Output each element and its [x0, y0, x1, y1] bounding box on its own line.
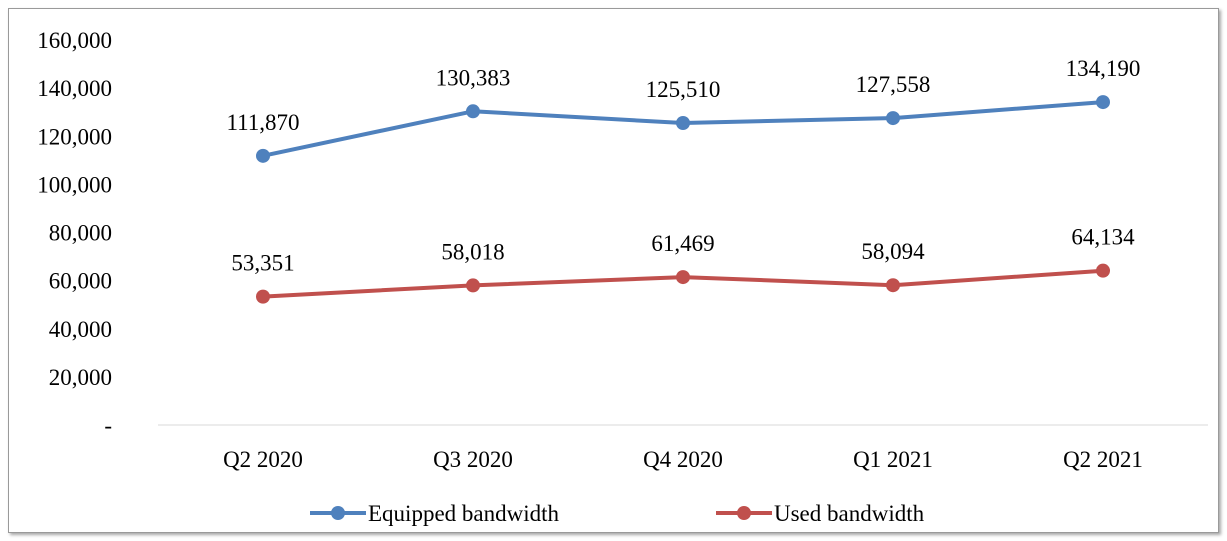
- y-tick-label: 160,000: [37, 28, 112, 53]
- legend-item: Equipped bandwidth: [310, 501, 559, 526]
- data-point: [1096, 95, 1110, 110]
- data-label: 61,469: [651, 231, 714, 256]
- data-point: [676, 270, 690, 285]
- legend-label: Equipped bandwidth: [368, 501, 559, 526]
- data-point: [466, 278, 480, 293]
- legend-swatch-marker: [331, 506, 345, 520]
- data-point: [886, 278, 900, 293]
- y-tick-label: 100,000: [37, 172, 112, 197]
- series-1: 53,351 58,018 61,469 58,094 64,134: [231, 225, 1135, 304]
- y-tick-label: 80,000: [49, 221, 112, 246]
- data-point: [466, 104, 480, 119]
- x-axis: Q2 2020 Q3 2020 Q4 2020 Q1 2021 Q2 2021: [223, 447, 1143, 472]
- legend-label: Used bandwidth: [774, 501, 925, 526]
- y-tick-label: 40,000: [49, 317, 112, 342]
- y-tick-label: 60,000: [49, 269, 112, 294]
- y-tick-label: -: [104, 413, 112, 438]
- x-tick-label: Q4 2020: [643, 447, 723, 472]
- data-point: [1096, 263, 1110, 278]
- data-label: 130,383: [436, 65, 511, 90]
- data-label: 58,018: [441, 239, 504, 264]
- data-label: 111,870: [226, 110, 299, 135]
- legend-swatch-marker: [737, 506, 751, 520]
- data-label: 53,351: [231, 251, 294, 276]
- y-tick-label: 20,000: [49, 365, 112, 390]
- chart-frame: [8, 8, 1219, 533]
- x-tick-label: Q1 2021: [853, 447, 933, 472]
- data-point: [256, 289, 270, 304]
- y-tick-label: 120,000: [37, 124, 112, 149]
- y-tick-label: 140,000: [37, 76, 112, 101]
- legend-item: Used bandwidth: [716, 501, 925, 526]
- data-label: 58,094: [861, 239, 925, 264]
- data-point: [886, 111, 900, 126]
- data-point: [256, 148, 270, 163]
- data-label: 127,558: [856, 72, 931, 97]
- data-point: [676, 115, 690, 130]
- data-label: 134,190: [1066, 56, 1141, 81]
- x-tick-label: Q2 2021: [1063, 447, 1143, 472]
- x-tick-label: Q2 2020: [223, 447, 303, 472]
- data-label: 125,510: [646, 77, 721, 102]
- data-label: 64,134: [1071, 225, 1135, 250]
- x-tick-label: Q3 2020: [433, 447, 513, 472]
- legend: Equipped bandwidth Used bandwidth: [310, 501, 925, 526]
- series-layer: 111,870 130,383 125,510 127,558 134,190 53,35…: [226, 56, 1140, 304]
- y-axis: - 20,000 40,000 60,000 80,000 100,000 120,000 1…: [37, 28, 112, 438]
- series-0: 111,870 130,383 125,510 127,558 134,190: [226, 56, 1140, 163]
